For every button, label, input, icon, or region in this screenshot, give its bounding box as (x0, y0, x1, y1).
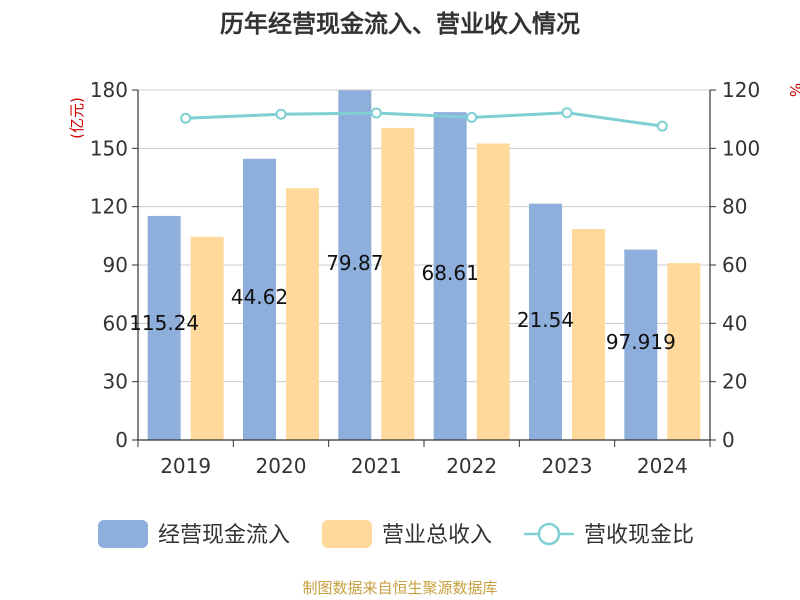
left-tick-label: 150 (90, 136, 128, 160)
legend-swatch (322, 520, 372, 548)
bar-revenue (286, 188, 319, 440)
right-tick-label: 20 (722, 370, 747, 394)
ratio-line (185, 111, 663, 128)
data-labels: 115.24 44.62 79.87 68.61 21.54 97.919 (129, 251, 676, 354)
ratio-point (370, 107, 382, 119)
ratio-point (180, 112, 192, 124)
legend-label: 经营现金流入 (158, 523, 290, 548)
chart-title: 历年经营现金流入、营业收入情况 (220, 10, 580, 38)
axes: 0 30 60 90 120 150 180 0 20 40 60 80 100 120 2019 2020 2… (90, 78, 760, 478)
x-tick-label: 2019 (160, 454, 211, 478)
left-tick-label: 90 (103, 253, 128, 277)
bar-revenue (190, 236, 224, 440)
ratio-point (466, 111, 478, 123)
ratio-point (656, 120, 668, 132)
bar-revenue (476, 143, 510, 440)
right-tick-label: 100 (722, 136, 760, 160)
ratio-point (561, 107, 573, 119)
bar-revenue (381, 127, 415, 441)
grid-lines (138, 89, 710, 383)
bar-data-label: 68.61 (422, 261, 479, 285)
x-tick-label: 2024 (637, 454, 688, 478)
legend-marker (537, 522, 561, 546)
bar-group (147, 90, 701, 441)
legend-label: 营收现金比 (584, 523, 694, 548)
bar-revenue (572, 229, 605, 440)
legend: 经营现金流入 营业总收入 营收现金比 (98, 520, 694, 548)
bar-data-label: 44.62 (231, 285, 288, 309)
right-tick-label: 120 (722, 78, 760, 102)
bar-revenue (667, 263, 701, 440)
line-series (180, 107, 668, 132)
left-tick-label: 60 (103, 311, 128, 335)
ratio-point (275, 108, 287, 120)
legend-swatch (98, 520, 148, 548)
right-tick-label: 60 (722, 253, 747, 277)
right-unit-label: % (786, 83, 800, 97)
x-tick-label: 2021 (351, 454, 402, 478)
bar-cash-inflow (529, 203, 562, 440)
bar-cash-inflow (338, 90, 372, 440)
bar-data-label: 79.87 (326, 251, 383, 275)
bar-data-label: 115.24 (129, 311, 199, 335)
bar-cash-inflow (243, 158, 276, 441)
right-tick-label: 40 (722, 311, 747, 335)
left-unit-label: (亿元) (68, 97, 86, 139)
right-tick-label: 80 (722, 195, 747, 219)
left-tick-label: 180 (90, 78, 128, 102)
bar-data-label: 21.54 (517, 308, 574, 332)
x-tick-label: 2022 (446, 454, 497, 478)
bar-cash-inflow (147, 215, 181, 440)
left-tick-label: 120 (90, 195, 128, 219)
bar-cash-inflow (433, 112, 467, 441)
left-tick-label: 30 (103, 370, 128, 394)
bar-data-label: 97.919 (606, 330, 676, 354)
x-tick-label: 2023 (542, 454, 593, 478)
left-tick-label: 0 (115, 428, 128, 452)
right-tick-label: 0 (722, 428, 735, 452)
x-tick-label: 2020 (256, 454, 307, 478)
source-note: 制图数据来自恒生聚源数据库 (302, 579, 497, 597)
legend-label: 营业总收入 (382, 523, 492, 548)
bar-cash-inflow (624, 249, 658, 440)
